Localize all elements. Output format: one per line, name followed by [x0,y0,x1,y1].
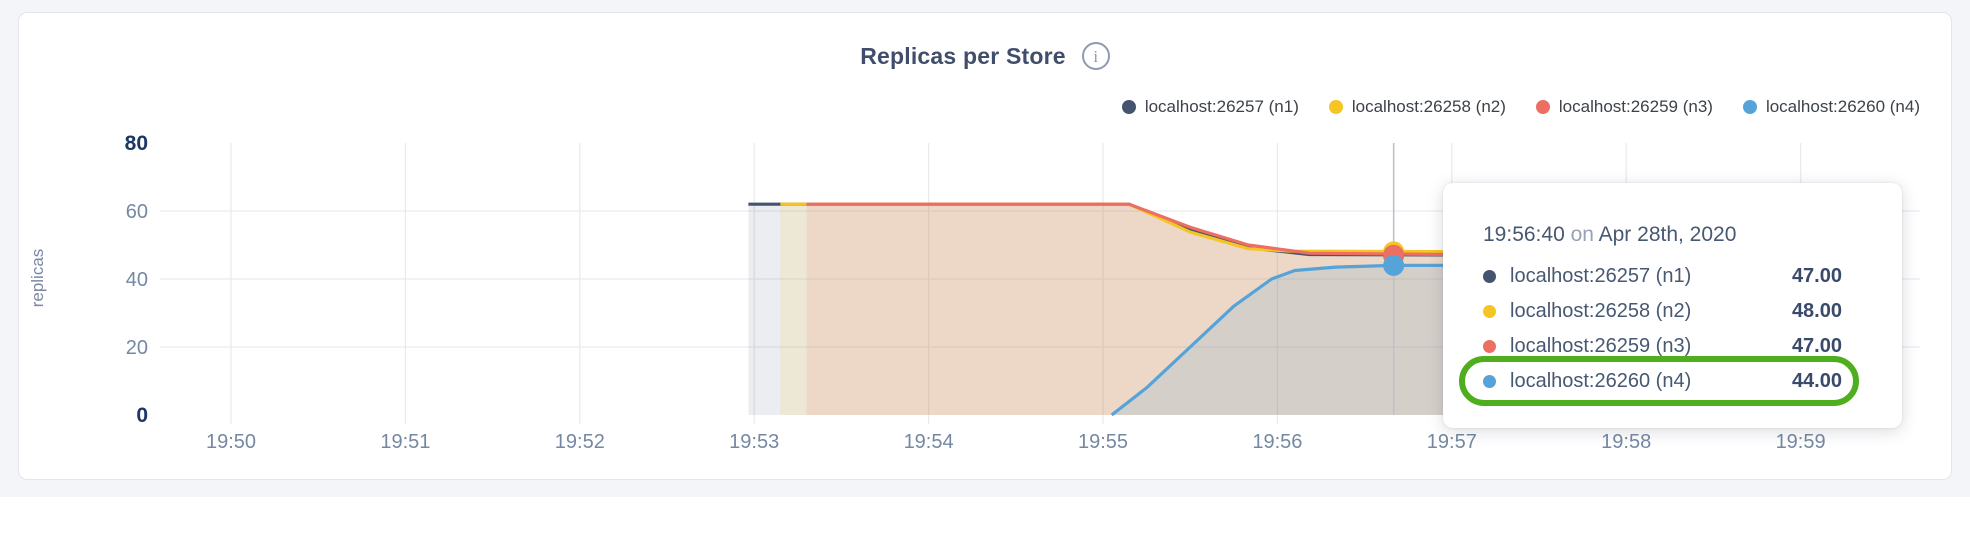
x-tick-label: 19:57 [1427,431,1477,453]
tooltip-series-label: localhost:26259 (n3) [1510,335,1692,357]
tooltip-date: Apr 28th, 2020 [1598,223,1737,246]
tooltip-row-n3: localhost:26259 (n3) 47.00 [1483,329,1842,364]
tooltip-dot-n2 [1483,305,1496,318]
info-icon[interactable]: i [1081,42,1110,70]
y-tick-label: 40 [126,269,148,291]
tooltip-time: 19:56:40 [1483,223,1565,246]
area-fill-n2 [780,204,1519,415]
legend-item-n1: localhost:26257 (n1) [1121,97,1299,117]
chart-header: Replicas per Store i [0,42,1970,70]
series-line-n3 [806,202,1519,257]
hover-tooltip: 19:56:40 on Apr 28th, 2020 localhost:262… [1443,183,1902,428]
area-fill-n1 [748,204,1519,415]
area-fill-n4 [1111,265,1519,415]
tooltip-dot-n3 [1483,340,1496,353]
x-tick-label: 19:50 [206,431,256,453]
tooltip-series-value: 44.00 [1791,370,1842,392]
legend-label: localhost:26257 (n1) [1144,97,1299,116]
y-tick-label: 0 [136,404,148,427]
y-tick-label: 60 [126,201,148,223]
tooltip-series-value: 48.00 [1791,300,1842,322]
y-tick-label: 20 [126,337,148,359]
legend-dot-n4 [1742,100,1757,114]
legend-dot-n1 [1121,100,1136,114]
x-tick-label: 19:51 [380,431,430,453]
x-tick-label: 19:56 [1252,431,1302,453]
legend-dot-n2 [1328,100,1343,114]
legend-dot-n3 [1535,100,1550,114]
tooltip-timestamp: 19:56:40 on Apr 28th, 2020 [1483,223,1842,247]
legend-label: localhost:26260 (n4) [1765,97,1920,116]
tooltip-series-value: 47.00 [1791,335,1842,357]
legend-label: localhost:26259 (n3) [1558,97,1713,116]
tooltip-series-label: localhost:26257 (n1) [1510,265,1692,287]
hover-dot-n4 [1383,254,1405,276]
tooltip-rows: localhost:26257 (n1) 47.00 localhost:26258… [1483,259,1842,399]
chart-title: Replicas per Store [860,42,1066,69]
x-tick-label: 19:55 [1078,431,1128,453]
area-fill-n3 [806,204,1519,415]
tooltip-row-n4: localhost:26260 (n4) 44.00 [1483,364,1842,399]
x-tick-label: 19:58 [1601,431,1651,453]
tooltip-series-value: 47.00 [1791,265,1842,287]
legend-item-n2: localhost:26258 (n2) [1328,97,1506,117]
x-tick-label: 19:53 [729,431,779,453]
x-tick-label: 19:59 [1776,431,1826,453]
series-line-n4 [1110,263,1519,417]
x-tick-label: 19:54 [904,431,954,453]
tooltip-conjunction: on [1564,223,1599,246]
legend-label: localhost:26258 (n2) [1351,97,1506,116]
tooltip-row-n2: localhost:26258 (n2) 48.00 [1483,294,1842,329]
legend-item-n3: localhost:26259 (n3) [1535,97,1713,117]
x-tick-label: 19:52 [555,431,605,453]
y-tick-label: 80 [125,132,148,155]
tooltip-dot-n1 [1483,270,1496,283]
tooltip-series-label: localhost:26260 (n4) [1510,370,1692,392]
tooltip-series-label: localhost:26258 (n2) [1510,300,1692,322]
tooltip-dot-n4 [1483,375,1496,388]
tooltip-row-n1: localhost:26257 (n1) 47.00 [1483,259,1842,294]
legend-item-n4: localhost:26260 (n4) [1742,97,1920,117]
chart-legend: localhost:26257 (n1) localhost:26258 (n2)… [1121,97,1920,117]
